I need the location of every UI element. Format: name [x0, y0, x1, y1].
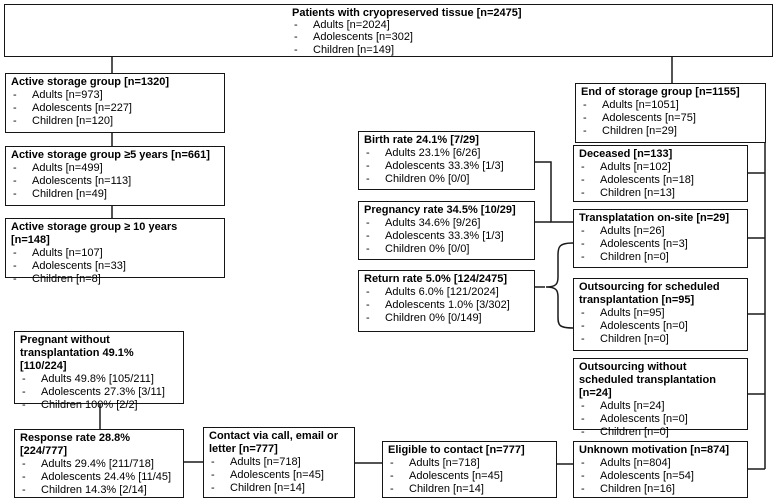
node-item: Children 0% [0/0] — [364, 243, 529, 256]
node-item: Adolescents [n=302] — [292, 31, 767, 43]
node-item: Adolescents [n=33] — [11, 260, 219, 273]
node-item: Children [n=13] — [579, 187, 742, 200]
node-patients-cryopreserved: Patients with cryopreserved tissue [n=24… — [4, 4, 773, 57]
node-item: Adults [n=26] — [579, 225, 742, 238]
node-item: Adolescents 27.3% [3/11] — [20, 386, 178, 399]
node-item: Children [n=0] — [579, 333, 742, 346]
node-title: Patients with cryopreserved tissue [n=24… — [292, 7, 522, 19]
node-item: Children [n=49] — [11, 188, 219, 201]
node-item: Children [n=14] — [209, 482, 349, 495]
node-end-of-storage: End of storage group [n=1155] Adults [n=… — [575, 83, 766, 143]
node-item: Adults [n=2024] — [292, 19, 767, 31]
node-item: Adolescents [n=45] — [388, 470, 551, 483]
node-eligible-to-contact: Eligible to contact [n=777] Adults [n=71… — [382, 441, 557, 498]
node-title: Contact via call, email or letter [n=777… — [209, 430, 338, 456]
node-item: Children [n=149] — [292, 44, 767, 56]
node-title: Response rate 28.8% [224/777] — [20, 432, 131, 458]
node-item: Adults [n=718] — [209, 456, 349, 469]
node-birth-rate: Birth rate 24.1% [7/29] Adults 23.1% [6/… — [358, 131, 535, 190]
node-title: Birth rate 24.1% [7/29] — [364, 134, 479, 146]
node-item: Adults 34.6% [9/26] — [364, 217, 529, 230]
node-title: Pregnant without transplantation 49.1% [… — [20, 334, 134, 373]
node-title: Active storage group [n=1320] — [11, 76, 170, 88]
node-deceased: Deceased [n=133] Adults [n=102] Adolesce… — [573, 145, 748, 202]
node-item: Adolescents [n=75] — [581, 112, 760, 125]
node-item: Children [n=16] — [579, 483, 742, 496]
connector-return-brace — [545, 242, 574, 329]
node-item: Children [n=29] — [581, 125, 760, 138]
node-item: Adults [n=102] — [579, 161, 742, 174]
node-item: Adults 49.8% [105/211] — [20, 373, 178, 386]
node-title: Deceased [n=133] — [579, 148, 673, 160]
node-item: Children 0% [0/149] — [364, 312, 529, 325]
node-title: Transplatation on-site [n=29] — [579, 212, 730, 224]
node-outsourcing-without: Outsourcing without scheduled transplant… — [573, 358, 748, 440]
node-outsourcing-scheduled: Outsourcing for scheduled transplantatio… — [573, 278, 748, 351]
node-item: Adolescents [n=0] — [579, 413, 742, 426]
node-item: Adults 6.0% [121/2024] — [364, 286, 529, 299]
node-item: Children [n=0] — [579, 251, 742, 264]
node-title: Active storage group ≥5 years [n=661] — [11, 149, 210, 161]
node-item: Adults [n=499] — [11, 162, 219, 175]
node-title: End of storage group [n=1155] — [581, 86, 740, 98]
node-item: Adolescents [n=18] — [579, 174, 742, 187]
connector-birth-pregnancy-bracket — [535, 161, 573, 223]
node-transplantation-onsite: Transplatation on-site [n=29] Adults [n=… — [573, 209, 748, 268]
node-item: Adults [n=973] — [11, 89, 219, 102]
node-item: Adolescents 24.4% [11/45] — [20, 471, 178, 484]
node-title: Pregnancy rate 34.5% [10/29] — [364, 204, 516, 216]
node-item: Adults [n=95] — [579, 307, 742, 320]
node-item: Children 14.3% [2/14] — [20, 484, 178, 497]
node-item: Adults [n=107] — [11, 247, 219, 260]
node-item: Children [n=14] — [388, 483, 551, 496]
node-item: Children [n=8] — [11, 273, 219, 286]
node-item: Children 100% [2/2] — [20, 399, 178, 412]
node-item: Adults [n=24] — [579, 400, 742, 413]
node-response-rate: Response rate 28.8% [224/777] Adults 29.… — [14, 429, 184, 498]
node-pregnancy-rate: Pregnancy rate 34.5% [10/29] Adults 34.6… — [358, 201, 535, 260]
node-item: Children [n=120] — [11, 115, 219, 128]
node-item: Adults [n=804] — [579, 457, 742, 470]
node-item: Children [n=0] — [579, 426, 742, 439]
node-pregnant-without-transplantation: Pregnant without transplantation 49.1% [… — [14, 331, 184, 413]
node-title: Return rate 5.0% [124/2475] — [364, 273, 508, 285]
node-item: Adolescents [n=0] — [579, 320, 742, 333]
node-title: Outsourcing for scheduled transplantatio… — [579, 281, 720, 307]
node-unknown-motivation: Unknown motivation [n=874] Adults [n=804… — [573, 441, 748, 498]
node-contact-via: Contact via call, email or letter [n=777… — [203, 427, 355, 498]
node-title: Outsourcing without scheduled transplant… — [579, 361, 716, 400]
node-item: Adolescents 33.3% [1/3] — [364, 230, 529, 243]
node-item: Adolescents [n=45] — [209, 469, 349, 482]
node-item: Adults [n=718] — [388, 457, 551, 470]
node-active-storage: Active storage group [n=1320] Adults [n=… — [5, 73, 225, 133]
node-title: Active storage group ≥ 10 years [n=148] — [11, 221, 178, 247]
node-item: Adolescents [n=113] — [11, 175, 219, 188]
node-return-rate: Return rate 5.0% [124/2475] Adults 6.0% … — [358, 270, 535, 332]
node-item: Adolescents 1.0% [3/302] — [364, 299, 529, 312]
node-active-storage-5y: Active storage group ≥5 years [n=661] Ad… — [5, 146, 225, 206]
node-title: Eligible to contact [n=777] — [388, 444, 525, 456]
node-item: Adolescents [n=54] — [579, 470, 742, 483]
node-item: Adolescents 33.3% [1/3] — [364, 160, 529, 173]
node-active-storage-10y: Active storage group ≥ 10 years [n=148] … — [5, 218, 225, 287]
node-item: Adolescents [n=3] — [579, 238, 742, 251]
node-item: Adolescents [n=227] — [11, 102, 219, 115]
node-item: Adults 29.4% [211/718] — [20, 458, 178, 471]
node-item: Children 0% [0/0] — [364, 173, 529, 186]
node-item: Adults [n=1051] — [581, 99, 760, 112]
node-item: Adults 23.1% [6/26] — [364, 147, 529, 160]
node-title: Unknown motivation [n=874] — [579, 444, 730, 456]
